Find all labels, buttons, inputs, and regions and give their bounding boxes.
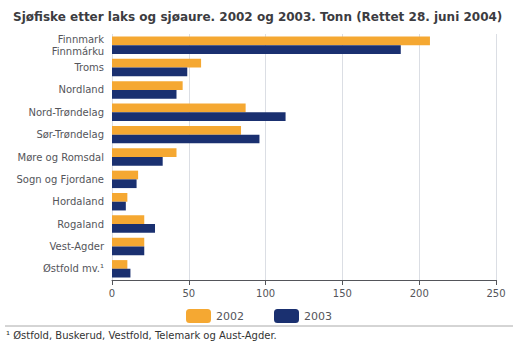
- svg-text:200: 200: [410, 288, 429, 299]
- svg-text:Vest-Agder: Vest-Agder: [49, 241, 104, 252]
- svg-text:Sjøfiske etter laks og sjøaure: Sjøfiske etter laks og sjøaure. 2002 og …: [13, 10, 502, 24]
- svg-text:Finnmark: Finnmark: [58, 34, 104, 45]
- svg-text:Østfold mv.¹: Østfold mv.¹: [43, 263, 104, 274]
- svg-text:250: 250: [486, 288, 505, 299]
- svg-text:¹ Østfold, Buskerud, Vestfold,: ¹ Østfold, Buskerud, Vestfold, Telemark …: [6, 330, 277, 341]
- svg-text:Hordaland: Hordaland: [52, 196, 104, 207]
- svg-text:Sogn og Fjordane: Sogn og Fjordane: [16, 174, 104, 185]
- svg-text:150: 150: [333, 288, 352, 299]
- svg-text:2003: 2003: [304, 310, 332, 323]
- svg-text:Møre og Romsdal: Møre og Romsdal: [18, 152, 104, 163]
- svg-text:Rogaland: Rogaland: [57, 219, 104, 230]
- svg-text:100: 100: [256, 288, 275, 299]
- svg-text:0: 0: [109, 288, 115, 299]
- svg-text:2002: 2002: [216, 310, 244, 323]
- svg-text:Finnmárku: Finnmárku: [52, 46, 104, 57]
- svg-text:50: 50: [182, 288, 195, 299]
- svg-text:Troms: Troms: [73, 62, 104, 73]
- svg-text:Sør-Trøndelag: Sør-Trøndelag: [36, 129, 104, 140]
- svg-text:Nordland: Nordland: [59, 84, 104, 95]
- svg-text:Nord-Trøndelag: Nord-Trøndelag: [28, 107, 104, 118]
